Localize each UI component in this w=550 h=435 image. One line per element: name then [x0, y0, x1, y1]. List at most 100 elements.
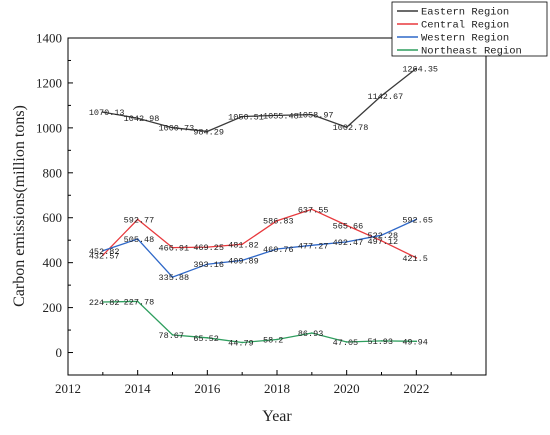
data-point [102, 111, 104, 113]
data-label: 44.79 [228, 338, 254, 348]
series-layer [102, 67, 418, 344]
data-label: 637.55 [298, 205, 329, 215]
data-label: 1055.48 [263, 111, 299, 121]
series-line-central-region [102, 208, 417, 259]
data-point [171, 334, 174, 336]
data-label: 492.47 [333, 238, 364, 248]
legend-label: Central Region [421, 20, 509, 32]
y-axis-title: Carbon emissions(million tons) [11, 105, 28, 307]
data-point [136, 238, 139, 240]
x-tick-label: 2014 [125, 381, 152, 396]
data-point [136, 117, 139, 120]
data-point [171, 246, 174, 249]
data-point [345, 341, 348, 343]
data-point [415, 340, 418, 343]
legend-label: Western Region [421, 33, 509, 45]
data-point [171, 126, 174, 129]
data-point [102, 254, 104, 257]
data-label: 409.89 [228, 256, 259, 266]
data-point [241, 259, 243, 262]
data-label: 1142.67 [368, 92, 404, 102]
data-label: 592.65 [402, 215, 433, 225]
data-label: 1264.35 [402, 64, 438, 74]
y-tick-label: 1200 [36, 75, 62, 90]
data-label: 481.82 [228, 240, 259, 250]
data-label: 224.82 [89, 298, 120, 308]
data-point [311, 332, 313, 334]
data-point [276, 114, 278, 117]
data-point [206, 263, 209, 266]
x-tick-label: 2016 [194, 381, 221, 396]
data-label: 984.29 [193, 127, 224, 137]
legend-label: Northeast Region [421, 46, 522, 58]
y-tick-label: 200 [43, 300, 63, 315]
data-label: 78.67 [159, 331, 185, 341]
y-tick-label: 600 [43, 210, 63, 225]
data-point [345, 126, 348, 129]
data-label: 505.48 [124, 235, 155, 245]
series-line-eastern-region [102, 67, 417, 133]
data-point [136, 300, 139, 303]
data-label: 452.82 [89, 247, 120, 257]
axes-layer: 2012 2014 2016 2018 2020 2022 0 200 400 600 800 100… [36, 31, 452, 396]
data-label: 65.52 [193, 334, 219, 344]
data-point [380, 234, 383, 236]
x-tick-label: 2022 [403, 381, 429, 396]
data-label: 51.93 [368, 337, 394, 347]
data-point [311, 208, 313, 211]
data-label: 522.28 [368, 231, 399, 241]
data-label: 469.25 [193, 243, 224, 253]
data-point [276, 338, 278, 341]
data-point [276, 219, 278, 222]
data-label: 393.16 [193, 260, 224, 270]
data-label: 47.05 [333, 338, 359, 348]
y-tick-label: 1000 [36, 120, 62, 135]
data-label: 1050.51 [228, 113, 264, 123]
data-label: 432.57 [89, 251, 120, 261]
data-label: 460.76 [263, 245, 294, 255]
data-point [415, 257, 418, 259]
data-point [380, 240, 383, 242]
data-label: 335.88 [159, 273, 190, 283]
data-point [415, 218, 418, 221]
data-label: 1070.13 [89, 108, 125, 118]
data-label: 466.91 [159, 244, 190, 254]
data-label: 227.78 [124, 297, 155, 307]
data-point [311, 244, 313, 247]
data-label: 58.2 [263, 335, 283, 345]
data-point [345, 241, 348, 243]
data-label: 592.77 [124, 215, 155, 225]
data-point [241, 243, 243, 246]
y-tick-label: 0 [56, 345, 63, 360]
data-label: 497.12 [368, 237, 399, 247]
y-tick-label: 800 [43, 165, 63, 180]
y-tick-label: 1400 [36, 31, 62, 46]
plot-area [67, 37, 487, 376]
data-label: 586.83 [263, 217, 294, 227]
data-label: 1002.78 [333, 123, 369, 133]
data-label: 565.66 [333, 221, 364, 231]
data-label: 1000.73 [159, 124, 195, 134]
data-point [415, 67, 418, 70]
x-tick-label: 2012 [55, 381, 81, 396]
y-tick-label: 400 [43, 255, 63, 270]
data-point [136, 218, 139, 221]
data-label: 421.5 [402, 254, 428, 264]
x-tick-label: 2018 [264, 381, 290, 396]
data-point [102, 249, 104, 252]
series-line-western-region [102, 218, 417, 278]
data-label: 1058.97 [298, 111, 334, 121]
data-point [206, 130, 209, 133]
data-point [102, 301, 104, 303]
data-point [171, 276, 174, 278]
series-line-northeast-region [102, 300, 417, 344]
data-label: 49.94 [402, 337, 428, 347]
data-point [241, 115, 243, 118]
data-point [241, 341, 243, 344]
data-point [345, 224, 348, 227]
x-axis-title: Year [262, 408, 292, 425]
